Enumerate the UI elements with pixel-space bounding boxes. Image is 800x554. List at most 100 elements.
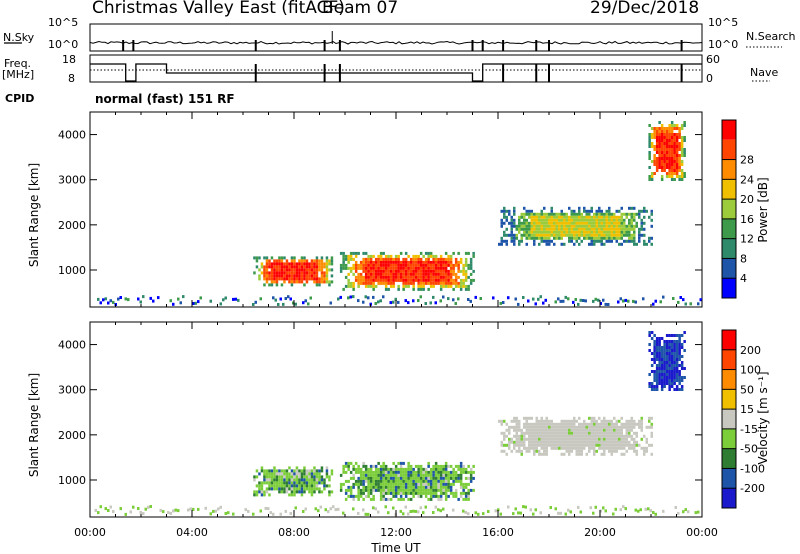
clutter-cell (162, 510, 165, 514)
cell (595, 212, 598, 216)
clutter-cell (109, 505, 112, 509)
cell (663, 349, 666, 352)
clutter-cell (597, 298, 600, 302)
cell (545, 419, 548, 423)
cell (583, 224, 586, 228)
cell (372, 275, 375, 279)
cell (600, 431, 603, 435)
cell (379, 491, 383, 495)
cell (352, 473, 355, 477)
cell (320, 268, 324, 272)
cell (585, 236, 588, 240)
cell (374, 488, 378, 492)
cell (655, 349, 659, 352)
cell (313, 259, 316, 263)
cell (374, 482, 378, 486)
cell (352, 281, 355, 285)
cell (288, 277, 291, 281)
cell (668, 175, 671, 178)
cell (620, 431, 623, 435)
cell (424, 491, 428, 495)
clutter-cell (109, 299, 112, 303)
cell (653, 157, 656, 160)
cell (670, 163, 674, 166)
cell (387, 488, 390, 492)
nsky-tick-bottom: 10^0 (48, 38, 79, 51)
cell (515, 431, 518, 435)
cell (570, 227, 573, 231)
cell (298, 277, 301, 281)
clutter-cell (654, 299, 657, 303)
clutter-cell (419, 295, 422, 299)
cell (414, 266, 418, 270)
cell (364, 464, 368, 468)
cell (467, 491, 470, 495)
cell (394, 476, 398, 480)
cell (608, 218, 611, 222)
cell (538, 425, 541, 429)
cell (560, 422, 563, 426)
cell (452, 281, 455, 285)
clutter-cell (97, 297, 100, 301)
cell (615, 221, 618, 225)
cell (419, 482, 423, 486)
cell (444, 461, 448, 465)
clutter-cell (507, 296, 510, 300)
cell (342, 263, 345, 267)
cell (397, 497, 400, 501)
cell (320, 277, 324, 281)
cell (389, 470, 393, 474)
cell (583, 233, 586, 237)
cell (540, 224, 543, 228)
cell (464, 284, 468, 288)
cell (325, 475, 329, 479)
cell (379, 470, 383, 474)
cell (265, 481, 269, 485)
clutter-cell (167, 511, 170, 515)
cell (349, 494, 353, 498)
cell (268, 475, 271, 479)
cell (630, 422, 633, 426)
cell (439, 254, 443, 258)
cell (308, 472, 311, 476)
cell (523, 416, 526, 420)
cell (318, 472, 321, 476)
clutter-cell (697, 302, 700, 306)
cell (367, 263, 370, 267)
cell (325, 256, 329, 260)
cell (603, 212, 606, 216)
cell (613, 443, 616, 447)
cell (454, 284, 458, 288)
cell (560, 443, 563, 447)
clutter-cell (372, 295, 375, 299)
cell (310, 484, 314, 488)
cell (273, 280, 276, 284)
cell (374, 272, 378, 276)
cell (575, 425, 578, 429)
cell (610, 440, 613, 444)
cell (668, 373, 671, 376)
clutter-cell (607, 303, 610, 306)
cell (563, 230, 566, 234)
cell (253, 490, 256, 494)
cell (565, 437, 568, 441)
cell (268, 265, 271, 269)
cell (620, 221, 623, 225)
cell (515, 236, 518, 240)
cell (367, 476, 370, 480)
cell (623, 446, 626, 450)
cell (543, 236, 546, 240)
cell (278, 481, 281, 485)
vel-cbar-tick-label-5: -50 (740, 443, 758, 456)
cell (533, 221, 536, 225)
cell (427, 464, 430, 468)
cell (673, 340, 676, 343)
cell (600, 209, 603, 213)
cell (377, 479, 380, 483)
cell (675, 334, 679, 337)
cell (615, 419, 618, 423)
cell (325, 271, 329, 275)
cell (407, 479, 410, 483)
cell (660, 379, 664, 382)
